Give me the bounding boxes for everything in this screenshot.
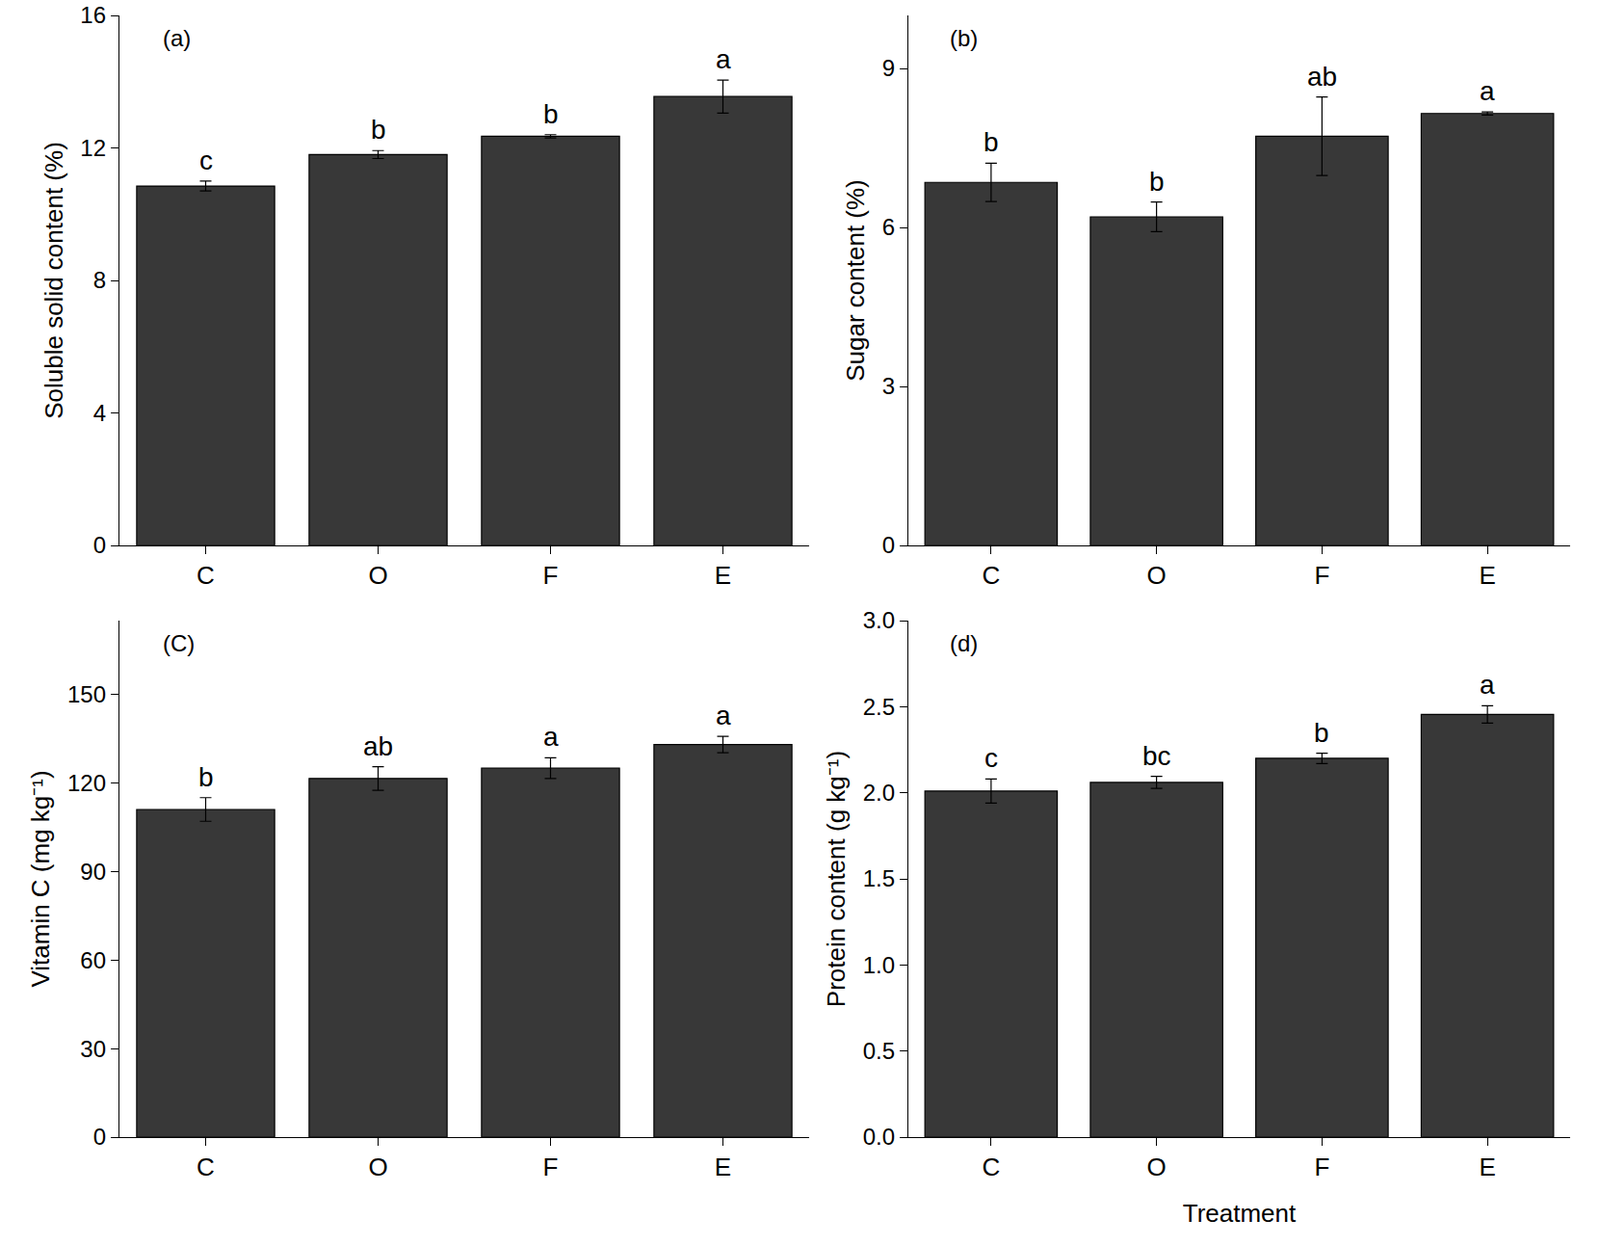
svg-text:60: 60	[79, 946, 106, 973]
svg-text:c: c	[199, 145, 213, 176]
svg-text:3.0: 3.0	[863, 606, 895, 633]
svg-text:120: 120	[67, 769, 106, 796]
svg-text:1.5: 1.5	[863, 865, 895, 892]
svg-text:4: 4	[93, 399, 106, 426]
svg-text:a: a	[715, 44, 732, 75]
svg-text:F: F	[543, 560, 559, 590]
svg-text:ab: ab	[363, 731, 394, 761]
svg-text:3: 3	[882, 372, 895, 399]
svg-text:9: 9	[882, 54, 895, 81]
svg-text:b: b	[1313, 717, 1330, 748]
svg-text:bc: bc	[1142, 740, 1172, 771]
svg-text:c: c	[984, 742, 998, 773]
svg-text:E: E	[1478, 560, 1496, 590]
svg-text:2.5: 2.5	[863, 693, 895, 720]
svg-text:O: O	[367, 1152, 388, 1181]
svg-text:b: b	[543, 99, 559, 130]
svg-text:O: O	[1147, 560, 1167, 590]
svg-text:b: b	[370, 114, 387, 145]
svg-text:a: a	[715, 700, 732, 731]
svg-text:(d): (d)	[949, 629, 978, 656]
svg-text:C: C	[196, 560, 215, 590]
svg-text:16: 16	[79, 1, 106, 28]
svg-text:8: 8	[93, 266, 106, 293]
svg-text:(b): (b)	[949, 25, 978, 52]
svg-text:E: E	[714, 1152, 732, 1181]
svg-text:90: 90	[79, 858, 106, 885]
svg-text:0.5: 0.5	[863, 1037, 895, 1064]
svg-text:F: F	[1313, 560, 1330, 590]
svg-text:2.0: 2.0	[863, 779, 895, 806]
svg-text:12: 12	[79, 134, 106, 161]
svg-text:b: b	[198, 761, 214, 792]
svg-text:30: 30	[79, 1035, 106, 1062]
svg-text:(a): (a)	[162, 25, 191, 52]
svg-text:F: F	[1313, 1152, 1330, 1181]
svg-text:0: 0	[93, 1123, 106, 1150]
svg-text:a: a	[1479, 76, 1496, 106]
svg-text:Soluble solid content (%): Soluble solid content (%)	[39, 141, 69, 420]
svg-text:C: C	[196, 1152, 215, 1181]
svg-text:Protein content (g kg⁻¹): Protein content (g kg⁻¹)	[821, 750, 851, 1007]
svg-text:b: b	[1149, 166, 1165, 197]
svg-text:E: E	[1478, 1152, 1496, 1181]
svg-text:b: b	[983, 127, 999, 158]
svg-text:0.0: 0.0	[863, 1123, 895, 1150]
svg-text:a: a	[1479, 669, 1496, 700]
svg-text:ab: ab	[1307, 61, 1338, 92]
svg-text:C: C	[981, 1152, 1000, 1181]
svg-text:O: O	[1147, 1152, 1167, 1181]
svg-text:Sugar content (%): Sugar content (%)	[840, 179, 870, 382]
svg-text:1.0: 1.0	[863, 951, 895, 978]
svg-text:Vitamin C (mg kg⁻¹): Vitamin C (mg kg⁻¹)	[26, 769, 55, 987]
svg-text:0: 0	[882, 531, 895, 558]
svg-text:O: O	[367, 560, 388, 590]
svg-text:Treatment: Treatment	[1182, 1198, 1297, 1228]
svg-text:(C): (C)	[162, 629, 195, 656]
svg-text:a: a	[543, 721, 559, 752]
svg-text:0: 0	[93, 531, 106, 558]
svg-text:C: C	[981, 560, 1000, 590]
svg-text:6: 6	[882, 213, 895, 240]
svg-text:F: F	[543, 1152, 559, 1181]
svg-text:150: 150	[67, 681, 106, 708]
svg-text:E: E	[714, 560, 732, 590]
